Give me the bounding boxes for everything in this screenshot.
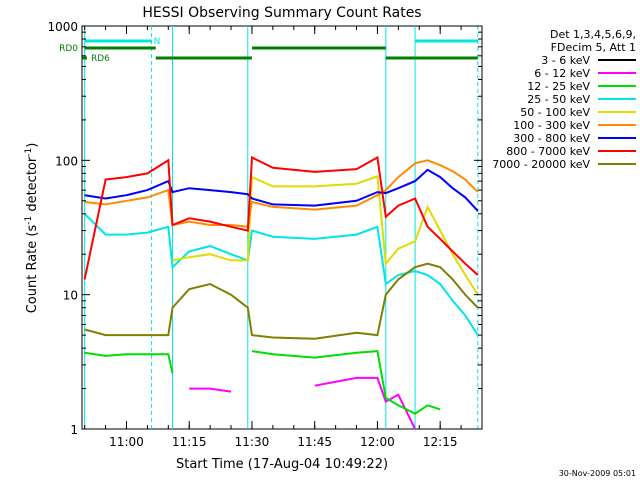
y-tick-label: 100 <box>55 154 78 168</box>
series-line <box>83 155 479 280</box>
x-axis: 11:00 11:15 11:30 11:45 12:00 12:15 <box>84 26 483 449</box>
legend-label: 12 - 25 keV <box>527 80 590 93</box>
y-axis: 1 10 100 1000 <box>47 20 482 437</box>
x-tick-label: 12:00 <box>360 435 395 449</box>
y-axis-label-part: detector <box>25 156 40 216</box>
cyan-markers <box>84 26 479 429</box>
x-axis-label: Start Time (17-Aug-04 10:49:22) <box>176 457 388 472</box>
legend-title: FDecim 5, Att 1 <box>551 41 636 54</box>
series-line <box>83 213 479 336</box>
x-tick-label: 11:00 <box>109 435 144 449</box>
x-tick-label: 12:15 <box>423 435 458 449</box>
legend-label: 7000 - 20000 keV <box>492 158 590 171</box>
flag-bars: N RD6 <box>82 37 478 64</box>
legend-title: Det 1,3,4,5,6,9, <box>550 28 636 41</box>
n-flag-label: N <box>154 37 161 47</box>
chart-title: HESSI Observing Summary Count Rates <box>142 5 421 21</box>
y-tick-label: 1 <box>70 423 78 437</box>
legend-label: 50 - 100 keV <box>520 106 590 119</box>
y-axis-label-part: Count Rate (s <box>25 225 40 314</box>
legend: Det 1,3,4,5,6,9, FDecim 5, Att 1 3 - 6 k… <box>492 28 636 171</box>
series-line <box>84 351 174 374</box>
date-stamp: 30-Nov-2009 05:01 <box>559 469 636 478</box>
rd0-flag-label: RD0 <box>59 44 78 54</box>
legend-label: 100 - 300 keV <box>513 119 590 132</box>
legend-label: 25 - 50 keV <box>527 93 590 106</box>
legend-label: 6 - 12 keV <box>534 67 590 80</box>
series-line <box>172 174 479 296</box>
x-tick-label: 11:15 <box>172 435 207 449</box>
legend-label: 300 - 800 keV <box>513 132 590 145</box>
series-line <box>84 262 479 340</box>
y-axis-label-sup: -1 <box>24 216 34 225</box>
legend-label: 800 - 7000 keV <box>506 145 590 158</box>
series-layer <box>83 155 479 430</box>
x-tick-label: 11:45 <box>297 435 332 449</box>
legend-label: 3 - 6 keV <box>541 54 590 67</box>
y-axis-label-sup: -1 <box>24 148 34 157</box>
series-line <box>189 387 232 393</box>
series-line <box>84 159 479 228</box>
y-tick-label: 10 <box>63 289 78 303</box>
series-line <box>251 350 441 415</box>
y-axis-label-part: ) <box>25 143 40 148</box>
y-axis-label: Count Rate (s-1 detector-1) <box>24 143 40 314</box>
series-line <box>314 376 416 430</box>
rd6-flag-label: RD6 <box>91 54 110 64</box>
plot-frame <box>81 25 483 430</box>
series-line <box>84 168 479 212</box>
x-tick-label: 11:30 <box>235 435 270 449</box>
y-tick-label: 1000 <box>47 20 78 34</box>
